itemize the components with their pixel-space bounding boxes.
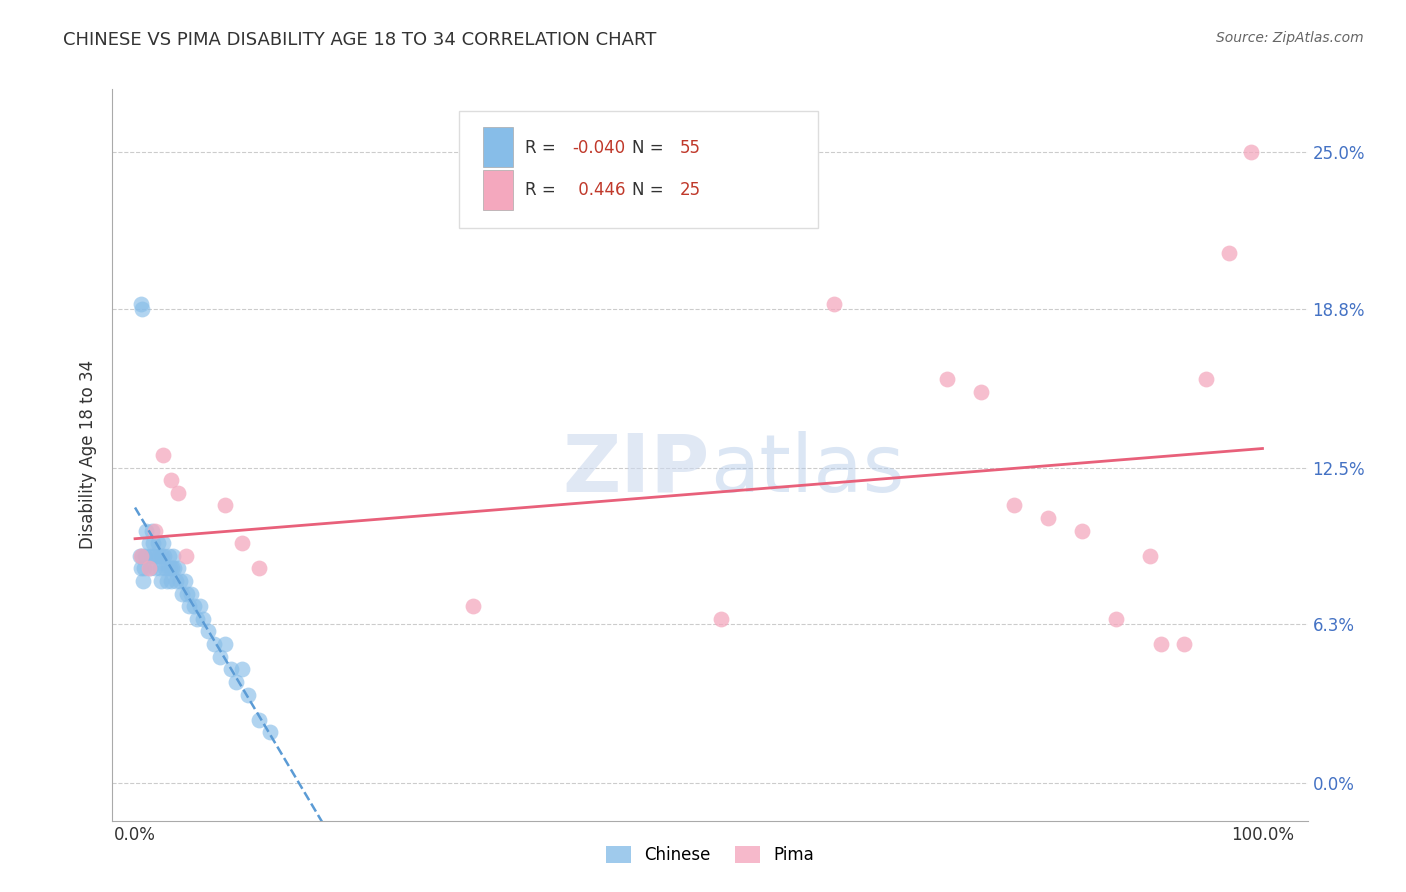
- FancyBboxPatch shape: [458, 112, 818, 228]
- Point: [1173, 637, 1195, 651]
- Point: [710, 612, 733, 626]
- Point: [935, 372, 957, 386]
- Point: [162, 561, 183, 575]
- Point: [153, 549, 176, 563]
- Point: [132, 574, 155, 588]
- Point: [247, 713, 270, 727]
- Point: [148, 549, 170, 563]
- Text: CHINESE VS PIMA DISABILITY AGE 18 TO 34 CORRELATION CHART: CHINESE VS PIMA DISABILITY AGE 18 TO 34 …: [63, 31, 657, 49]
- Point: [969, 384, 991, 399]
- Point: [160, 473, 183, 487]
- Point: [1071, 524, 1094, 538]
- Point: [214, 499, 236, 513]
- Text: R =: R =: [524, 181, 561, 199]
- Point: [197, 624, 219, 639]
- Text: N =: N =: [633, 181, 669, 199]
- Point: [150, 549, 173, 563]
- Point: [138, 536, 160, 550]
- Point: [167, 485, 190, 500]
- Point: [162, 549, 184, 563]
- Point: [131, 301, 153, 316]
- Point: [142, 536, 165, 550]
- Point: [190, 599, 212, 614]
- Text: atlas: atlas: [710, 431, 904, 508]
- Point: [160, 574, 183, 588]
- Point: [138, 561, 160, 575]
- Text: 0.446: 0.446: [572, 181, 626, 199]
- Point: [1195, 372, 1218, 386]
- Point: [134, 549, 156, 563]
- Point: [1150, 637, 1173, 651]
- Point: [1240, 145, 1263, 160]
- Point: [167, 561, 190, 575]
- Point: [149, 574, 172, 588]
- Text: -0.040: -0.040: [572, 139, 626, 157]
- Point: [231, 536, 253, 550]
- Text: R =: R =: [524, 139, 561, 157]
- Point: [1004, 499, 1026, 513]
- Point: [259, 725, 281, 739]
- Point: [143, 561, 166, 575]
- Point: [183, 599, 205, 614]
- Point: [139, 549, 162, 563]
- Point: [1038, 511, 1060, 525]
- Point: [156, 561, 179, 575]
- Text: Source: ZipAtlas.com: Source: ZipAtlas.com: [1216, 31, 1364, 45]
- Point: [180, 587, 202, 601]
- Point: [128, 549, 150, 563]
- Point: [219, 662, 242, 676]
- Point: [236, 688, 259, 702]
- Text: 25: 25: [681, 181, 702, 199]
- Point: [202, 637, 225, 651]
- Y-axis label: Disability Age 18 to 34: Disability Age 18 to 34: [79, 360, 97, 549]
- Point: [129, 549, 152, 563]
- Point: [176, 587, 198, 601]
- Point: [463, 599, 485, 614]
- Point: [143, 549, 166, 563]
- Point: [152, 448, 174, 462]
- Point: [149, 561, 172, 575]
- Point: [131, 549, 153, 563]
- Point: [129, 296, 152, 310]
- Point: [152, 536, 174, 550]
- Point: [208, 649, 231, 664]
- Text: 55: 55: [681, 139, 702, 157]
- Point: [186, 612, 208, 626]
- Point: [145, 549, 167, 563]
- Legend: Chinese, Pima: Chinese, Pima: [599, 839, 821, 871]
- Point: [129, 561, 152, 575]
- Point: [1139, 549, 1161, 563]
- Point: [138, 561, 160, 575]
- Point: [225, 674, 247, 689]
- Point: [823, 296, 845, 310]
- Point: [165, 574, 187, 588]
- FancyBboxPatch shape: [484, 128, 513, 168]
- Point: [174, 549, 197, 563]
- Point: [173, 574, 195, 588]
- Point: [1105, 612, 1128, 626]
- Point: [135, 524, 157, 538]
- Point: [132, 561, 155, 575]
- Text: ZIP: ZIP: [562, 431, 710, 508]
- Point: [179, 599, 201, 614]
- Point: [247, 561, 270, 575]
- Point: [214, 637, 236, 651]
- Point: [155, 574, 177, 588]
- Point: [169, 574, 191, 588]
- Point: [155, 561, 177, 575]
- Point: [143, 524, 166, 538]
- FancyBboxPatch shape: [484, 169, 513, 210]
- Point: [141, 524, 163, 538]
- Point: [146, 536, 169, 550]
- Point: [231, 662, 253, 676]
- Point: [191, 612, 214, 626]
- Text: N =: N =: [633, 139, 669, 157]
- Point: [163, 561, 186, 575]
- Point: [1218, 246, 1240, 260]
- Point: [157, 549, 180, 563]
- Point: [159, 561, 181, 575]
- Point: [172, 587, 194, 601]
